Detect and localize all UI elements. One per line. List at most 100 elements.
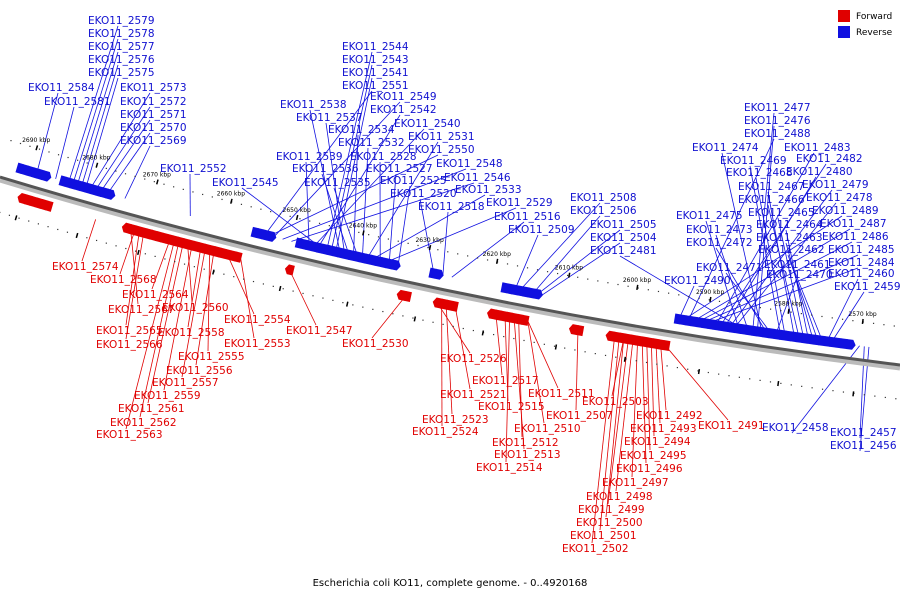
scale-dot <box>289 215 291 217</box>
scale-dot <box>718 300 721 302</box>
gene-label: EKO11_2466 <box>738 194 805 206</box>
scale-dot <box>821 315 823 318</box>
scale-dot <box>769 381 772 383</box>
scale-dot <box>594 353 596 355</box>
scale-ticks: 2690 kbp 2680 kbp 2670 kbp 2660 kbp 2650 kbp… <box>14 137 877 397</box>
scale-tick <box>95 162 99 168</box>
gene-label: EKO11_2503 <box>582 396 649 408</box>
gene-label: EKO11_2524 <box>412 426 479 438</box>
label-connectors <box>36 25 870 544</box>
label-connector <box>646 342 651 451</box>
reverse-feature <box>266 230 277 242</box>
gene-label: EKO11_2544 <box>342 41 409 53</box>
label-connector <box>95 106 151 191</box>
label-connector <box>785 229 809 339</box>
scale-dot <box>467 255 469 257</box>
gene-label: EKO11_2566 <box>96 339 163 351</box>
scale-dot <box>163 183 165 185</box>
scale-dot <box>173 186 175 188</box>
gene-label: EKO11_2484 <box>828 257 895 269</box>
label-connector <box>321 173 350 255</box>
label-connector <box>537 229 621 295</box>
gene-label: EKO11_2506 <box>570 205 637 217</box>
gene-label: EKO11_2539 <box>276 151 343 163</box>
gene-label: EKO11_2490 <box>664 275 731 287</box>
gene-label: EKO11_2545 <box>212 177 279 189</box>
label-connector <box>309 109 341 253</box>
label-connector <box>692 228 851 322</box>
scale-dot <box>338 227 340 229</box>
scale-dot <box>457 253 459 255</box>
label-connector <box>269 154 439 237</box>
scale-dot <box>28 220 30 222</box>
forward-feature <box>284 264 295 276</box>
scale-tick <box>777 380 780 387</box>
gene-label: EKO11_2542 <box>370 104 437 116</box>
gene-label: EKO11_2547 <box>286 325 353 337</box>
scale-dot <box>270 211 272 213</box>
forward-feature <box>43 200 54 212</box>
gene-label: EKO11_2584 <box>28 82 95 94</box>
gene-label: EKO11_2558 <box>158 327 225 339</box>
scale-dot <box>863 394 865 396</box>
gene-label: EKO11_2465 <box>748 207 815 219</box>
legend-swatch-forward <box>838 10 850 22</box>
scale-dot <box>29 145 31 147</box>
scale-dot <box>708 299 710 301</box>
reverse-strand-features <box>15 162 856 350</box>
scale-dot <box>427 247 429 249</box>
gene-label: EKO11_2461 <box>764 259 831 271</box>
gene-label: EKO11_2493 <box>630 423 697 435</box>
label-connector <box>241 187 323 249</box>
label-connector <box>527 320 559 389</box>
scale-dot <box>362 306 364 308</box>
scale-tick <box>413 316 417 322</box>
gene-label: EKO11_2475 <box>676 210 743 222</box>
label-connector <box>151 239 171 290</box>
scale-dot <box>282 288 284 290</box>
label-connector <box>81 64 119 187</box>
scale-dot <box>432 321 434 323</box>
gene-label: EKO11_2488 <box>744 128 811 140</box>
label-connector <box>767 191 795 337</box>
gene-label: EKO11_2551 <box>342 80 409 92</box>
scale-dot <box>134 175 136 178</box>
label-connector <box>687 138 775 321</box>
gene-label: EKO11_2563 <box>96 429 163 441</box>
scale-dot <box>811 314 813 316</box>
label-connector <box>591 336 616 544</box>
scale-tick <box>697 368 701 375</box>
gene-label: EKO11_2528 <box>350 151 417 163</box>
label-connector <box>445 304 453 415</box>
scale-dot <box>637 287 639 289</box>
label-connector <box>330 64 373 251</box>
scale-dot <box>279 213 282 215</box>
label-connector <box>163 245 193 391</box>
scale-dot <box>738 376 740 378</box>
gene-label: EKO11_2513 <box>494 449 561 461</box>
scale-dot <box>38 148 41 150</box>
scale-tick-label: 2580 kbp <box>774 301 802 308</box>
scale-dot <box>645 361 648 364</box>
label-connector <box>353 134 359 256</box>
scale-dot <box>800 312 802 315</box>
label-connector <box>705 220 740 329</box>
scale-dot <box>18 217 20 219</box>
scale-dot <box>493 333 495 336</box>
scale-dot <box>292 290 294 292</box>
gene-label: EKO11_2518 <box>418 201 485 213</box>
scale-dot <box>250 206 252 208</box>
label-connector <box>361 147 369 258</box>
scale-tick-label: 2590 kbp <box>696 289 724 296</box>
scale-dot <box>513 337 515 340</box>
label-connector <box>532 215 601 294</box>
label-connector <box>767 204 800 338</box>
scale-dot <box>607 282 609 284</box>
scale-dot <box>8 214 11 216</box>
label-connector <box>397 185 411 266</box>
forward-strand-features <box>17 192 671 351</box>
scale-dot <box>368 234 370 236</box>
label-connector <box>777 217 805 339</box>
gene-label: EKO11_2501 <box>570 530 637 542</box>
scale-dot <box>543 343 545 345</box>
